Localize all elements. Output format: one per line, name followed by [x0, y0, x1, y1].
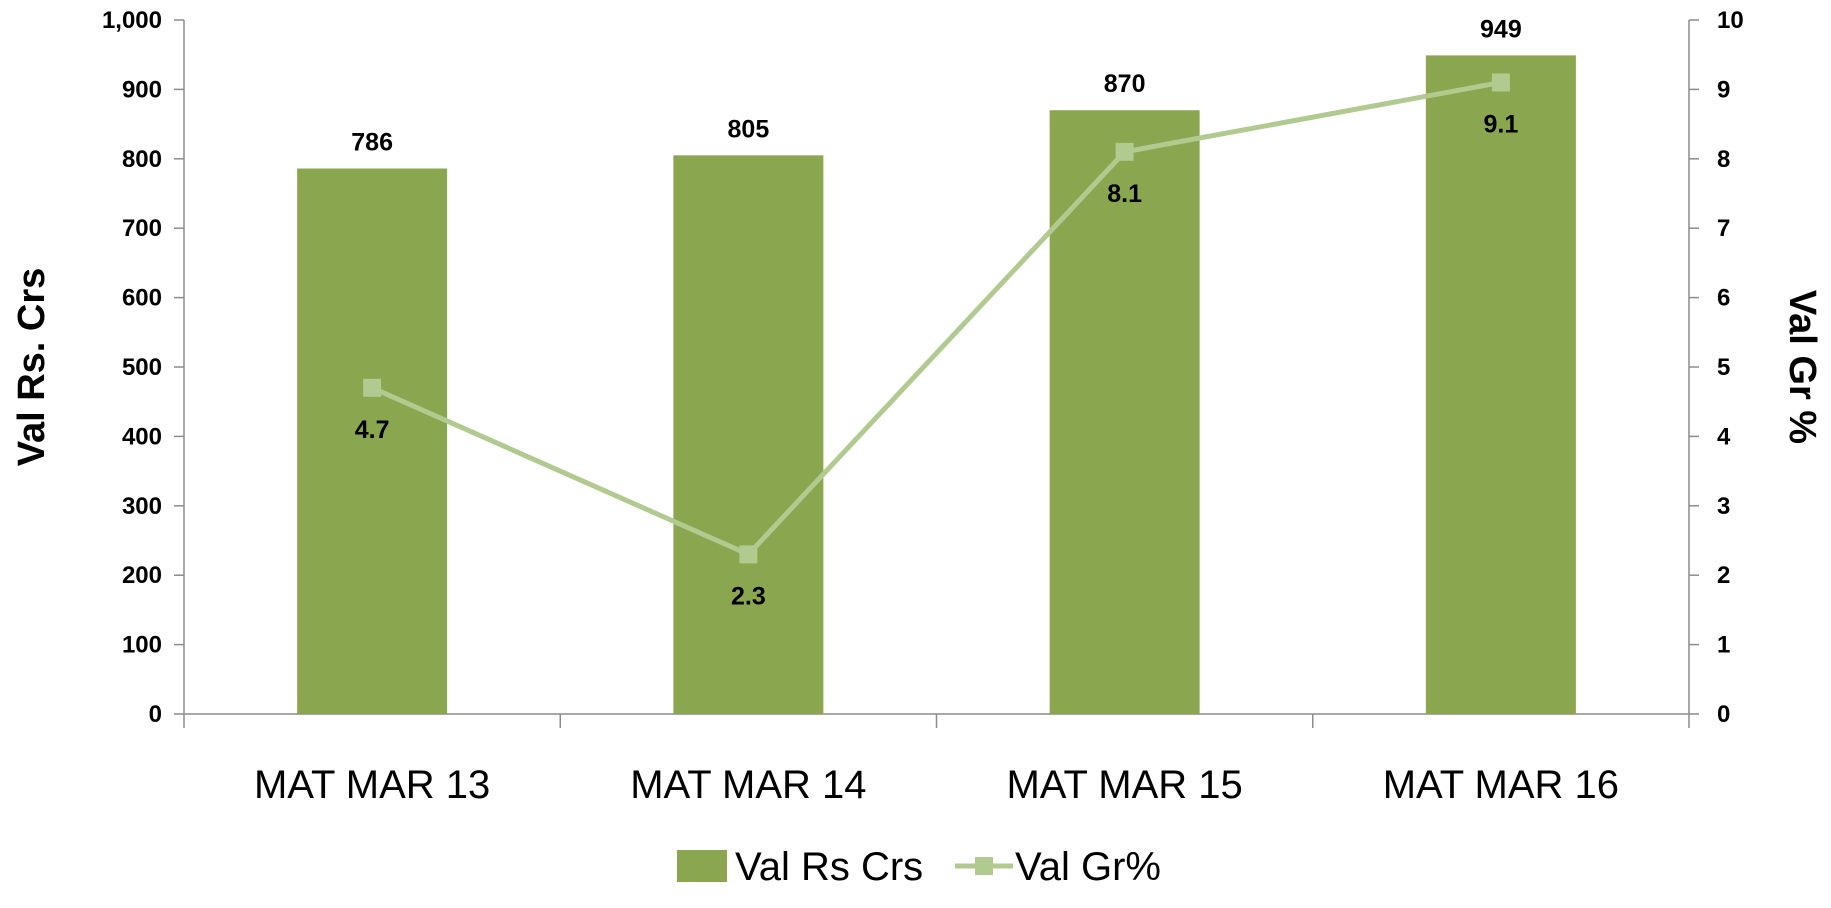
y-tick-label: 0	[149, 701, 162, 728]
y2-axis-title: Val Gr %	[1781, 290, 1823, 444]
y2-tick-label: 4	[1717, 423, 1731, 450]
y2-tick-label: 9	[1717, 76, 1730, 103]
y2-tick-label: 3	[1717, 493, 1730, 520]
bar-data-label: 786	[351, 129, 393, 157]
line-marker	[1115, 142, 1134, 161]
line-data-label: 9.1	[1483, 110, 1518, 138]
legend-label-line: Val Gr%	[1015, 845, 1161, 889]
legend-swatch-marker	[975, 857, 993, 875]
y-axis-title: Val Rs. Crs	[11, 268, 53, 467]
line-marker	[1491, 73, 1510, 92]
y-tick-label: 700	[122, 215, 162, 242]
y2-tick-label: 7	[1717, 215, 1730, 242]
line-marker	[363, 378, 382, 397]
y-tick-label: 600	[122, 285, 162, 312]
bar	[297, 168, 448, 715]
growth-line	[371, 80, 1502, 557]
y-tick-label: 800	[122, 146, 162, 173]
line-marker	[739, 545, 758, 564]
x-category-label: MAT MAR 15	[1006, 763, 1242, 807]
bar	[673, 155, 824, 714]
bar-data-label: 870	[1104, 70, 1146, 98]
x-category-label: MAT MAR 16	[1383, 763, 1619, 807]
legend-label-bar: Val Rs Crs	[735, 845, 923, 889]
y2-tick-label: 0	[1717, 701, 1730, 728]
bar-data-label: 949	[1480, 15, 1522, 43]
bar	[1049, 110, 1200, 715]
y2-tick-label: 2	[1717, 562, 1730, 589]
y-tick-label: 900	[122, 76, 162, 103]
y-tick-label: 300	[122, 493, 162, 520]
x-category-label: MAT MAR 14	[630, 763, 866, 807]
line-data-label: 4.7	[355, 416, 390, 444]
y2-tick-label: 5	[1717, 354, 1730, 381]
bar-data-label: 805	[728, 115, 770, 143]
bar	[1425, 55, 1576, 715]
x-category-label: MAT MAR 13	[254, 763, 490, 807]
y2-tick-label: 10	[1717, 7, 1744, 34]
y-tick-label: 400	[122, 423, 162, 450]
y2-tick-label: 6	[1717, 285, 1730, 312]
y2-tick-label: 8	[1717, 146, 1730, 173]
y-tick-label: 1,000	[102, 7, 162, 34]
y-tick-label: 500	[122, 354, 162, 381]
y-tick-label: 200	[122, 562, 162, 589]
legend-swatch-bar	[677, 850, 727, 882]
y2-tick-label: 1	[1717, 632, 1730, 659]
line-data-label: 8.1	[1107, 180, 1142, 208]
line-data-label: 2.3	[731, 582, 766, 610]
y-tick-label: 100	[122, 632, 162, 659]
